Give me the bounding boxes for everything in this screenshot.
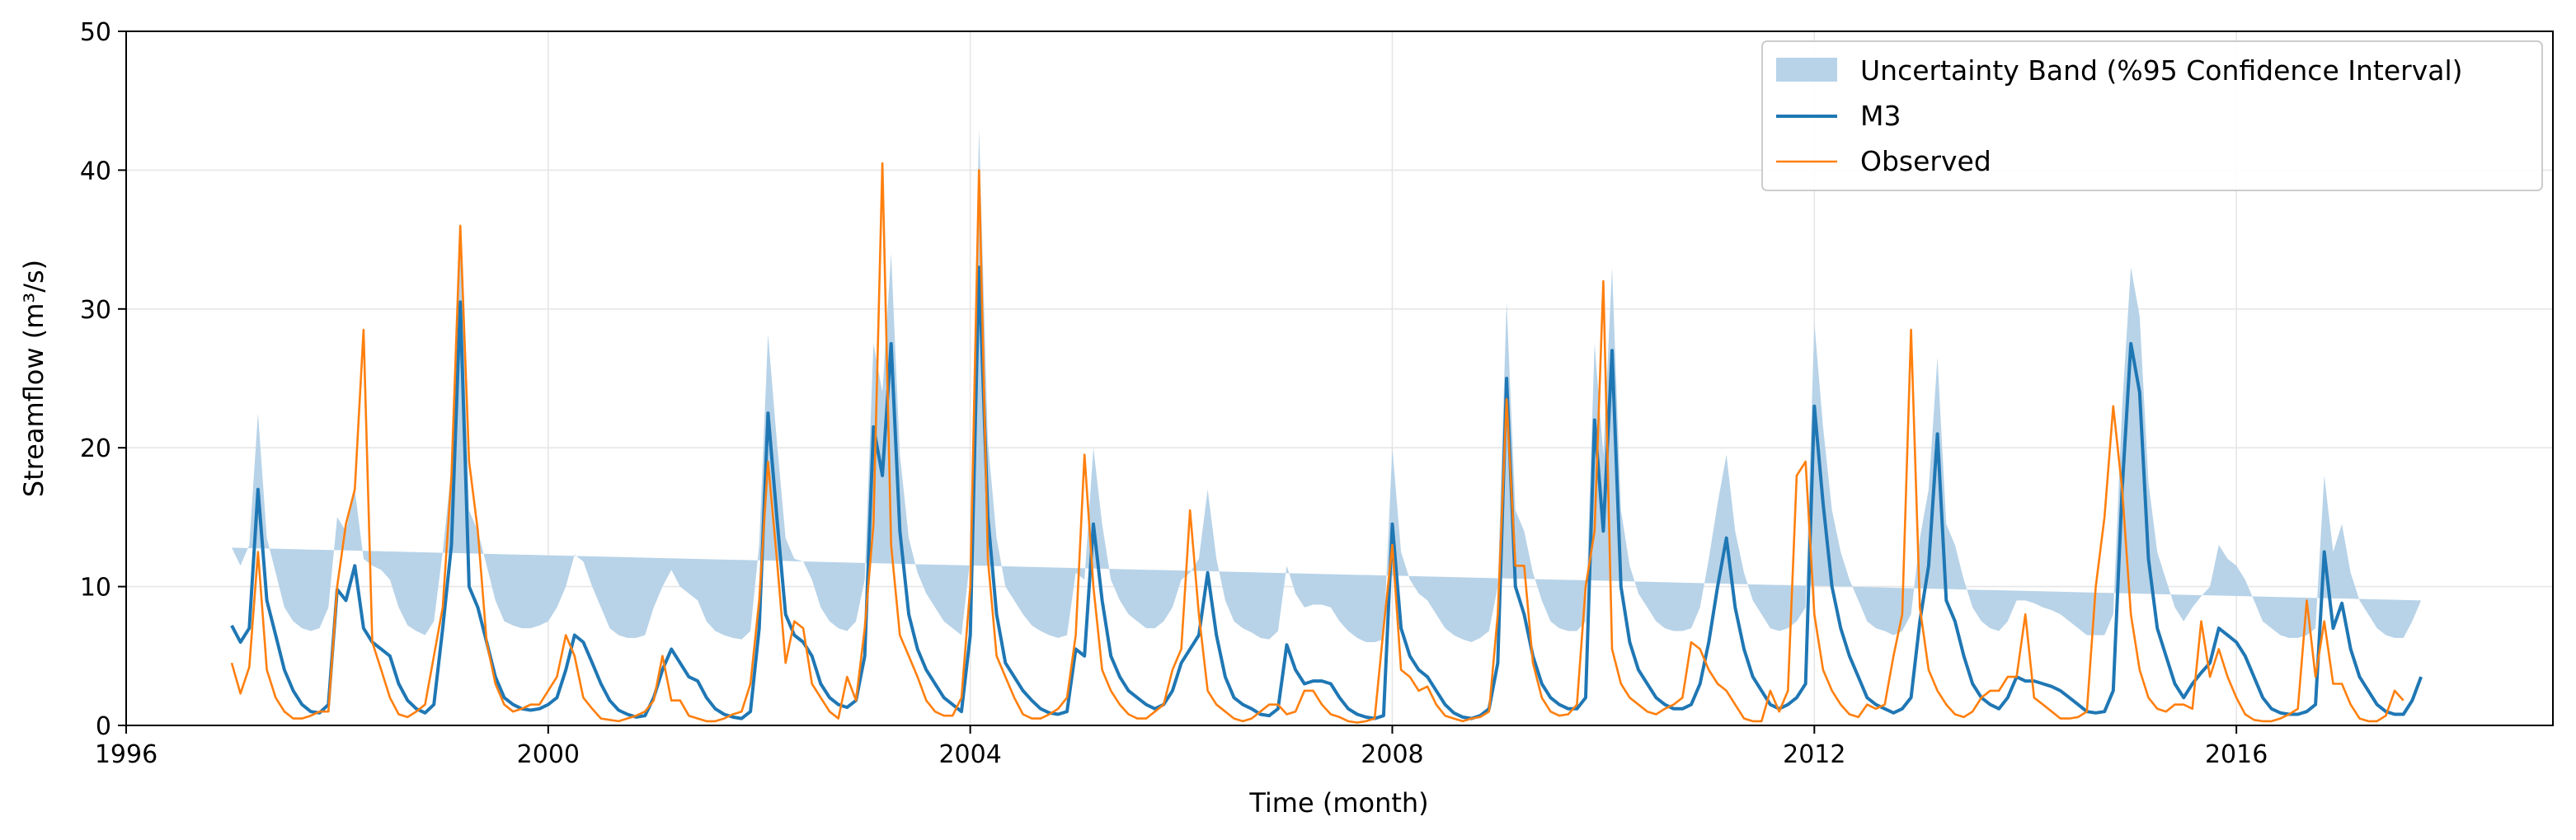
uncertainty-band xyxy=(232,128,2422,642)
x-tick-label: 2016 xyxy=(2205,740,2268,769)
y-tick-label: 50 xyxy=(80,18,111,47)
y-tick-label: 30 xyxy=(80,296,111,325)
x-tick-label: 2004 xyxy=(938,740,1001,769)
x-tick-label: 1996 xyxy=(95,740,157,769)
series-lines xyxy=(230,162,2423,724)
legend: Uncertainty Band (%95 Confidence Interva… xyxy=(1761,40,2543,191)
legend-band-swatch xyxy=(1776,58,1837,82)
y-tick-label: 0 xyxy=(96,712,111,741)
x-tick-label: 2012 xyxy=(1783,740,1845,769)
axis-ticks: 1996 2000 2004 2008 2012 2016 0 10 20 30 40 50 xyxy=(80,18,2268,769)
x-tick-label: 2000 xyxy=(517,740,580,769)
y-tick-label: 10 xyxy=(80,574,111,603)
y-tick-label: 20 xyxy=(80,434,111,463)
uncertainty-band-layer xyxy=(232,128,2422,642)
legend-observed-label: Observed xyxy=(1860,145,1991,177)
y-axis-label: Streamflow (m³/s) xyxy=(18,260,49,497)
m3-series-line xyxy=(230,265,2423,720)
legend-band-label: Uncertainty Band (%95 Confidence Interva… xyxy=(1860,54,2463,87)
legend-frame xyxy=(1761,40,2543,191)
x-tick-label: 2008 xyxy=(1361,740,1423,769)
legend-m3-label: M3 xyxy=(1860,100,1901,132)
x-axis-label: Time (month) xyxy=(1248,787,1428,819)
observed-series-line xyxy=(230,162,2404,724)
y-tick-label: 40 xyxy=(80,157,111,185)
plot-frame xyxy=(125,31,2554,726)
